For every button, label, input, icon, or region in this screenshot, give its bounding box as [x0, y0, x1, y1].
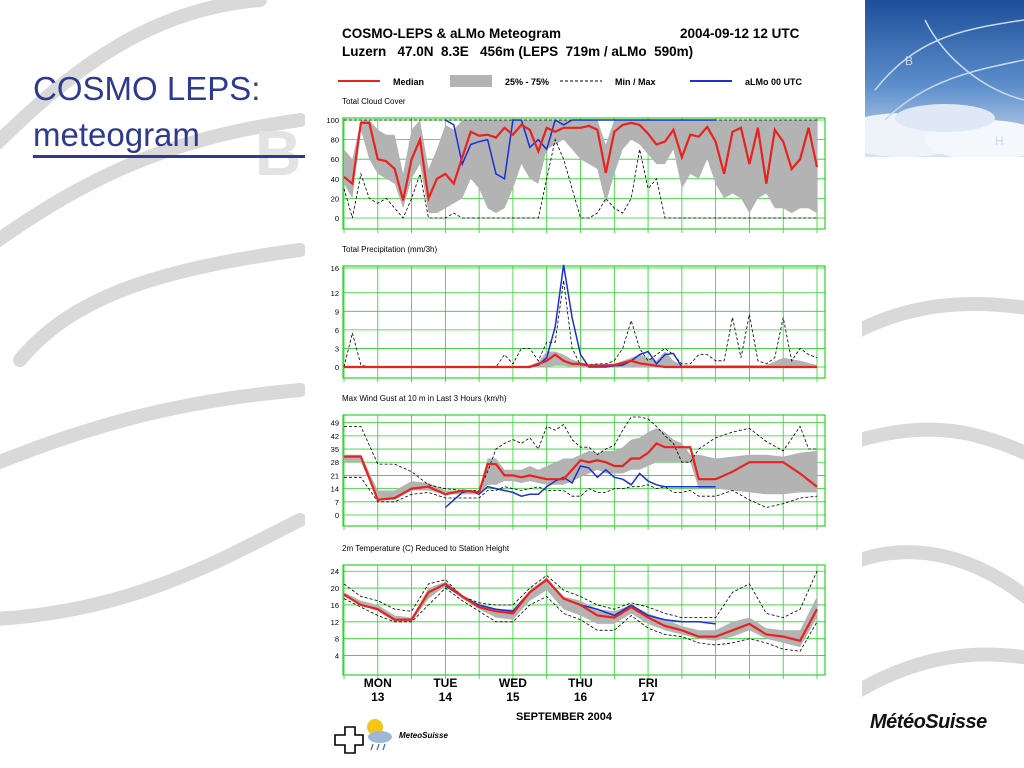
series-line-median	[344, 353, 817, 369]
y-tick-label: 9	[335, 307, 339, 316]
series-line-median	[343, 121, 819, 203]
y-tick-label: 24	[331, 567, 339, 576]
y-tick-label: 0	[335, 511, 339, 520]
day-number-label: 15	[506, 690, 520, 704]
y-tick-label: 80	[331, 136, 339, 145]
legend-label: 25% - 75%	[505, 77, 549, 87]
meteogram-title: COSMO-LEPS & aLMo Meteogram	[342, 26, 561, 41]
title-underline	[33, 155, 308, 158]
legend-swatch-band	[450, 75, 492, 87]
svg-text:B: B	[255, 117, 301, 189]
chart-panel: 2m Temperature (C) Reduced to Station He…	[331, 544, 826, 679]
y-tick-label: 14	[331, 485, 339, 494]
series-band-25-75	[344, 428, 817, 500]
y-tick-label: 7	[335, 498, 339, 507]
y-tick-label: 42	[331, 432, 339, 441]
y-tick-label: 6	[335, 326, 339, 335]
svg-text:H: H	[995, 134, 1004, 148]
series-line-max	[344, 416, 817, 491]
chart-panel: Max Wind Gust at 10 m in Last 3 Hours (k…	[331, 394, 826, 530]
y-tick-label: 16	[331, 601, 339, 610]
panel-title: Max Wind Gust at 10 m in Last 3 Hours (k…	[342, 394, 507, 403]
day-name-label: THU	[568, 676, 593, 690]
series-line-median	[344, 442, 818, 502]
series-line-max	[343, 571, 818, 619]
legend-label: Median	[393, 77, 424, 87]
y-tick-label: 60	[331, 155, 339, 164]
series-line-max	[343, 280, 818, 368]
y-tick-label: 40	[331, 175, 339, 184]
meteoswiss-footer-logo: MeteoSuisse	[334, 719, 448, 754]
legend-label: Min / Max	[615, 77, 656, 87]
footer-logo-text: MeteoSuisse	[399, 731, 448, 740]
y-tick-label: 49	[331, 419, 339, 428]
meteogram-panel: COSMO-LEPS & aLMo Meteogram 2004-09-12 1…	[305, 0, 862, 768]
day-name-label: WED	[499, 676, 527, 690]
y-tick-label: 3	[335, 344, 339, 353]
y-tick-label: 0	[335, 363, 339, 372]
y-tick-label: 35	[331, 445, 339, 454]
y-tick-label: 12	[331, 289, 339, 298]
slide-title: COSMO LEPS: meteogram	[33, 66, 260, 158]
chart-legend: Median 25% - 75% Min / Max aLMo 00 UTC	[338, 75, 803, 87]
svg-text:B: B	[905, 54, 913, 68]
day-number-label: 14	[439, 690, 453, 704]
series-band-25-75	[344, 577, 817, 648]
y-tick-label: 0	[335, 214, 339, 223]
y-tick-label: 100	[326, 116, 339, 125]
day-name-label: TUE	[433, 676, 457, 690]
meteoswiss-brand: MétéoSuisse	[870, 711, 987, 733]
day-number-label: 16	[574, 690, 588, 704]
y-tick-label: 20	[331, 194, 339, 203]
chart-panel: Total Precipitation (mm/3h) 0 3 6 9 12 16	[331, 245, 826, 382]
legend-label: aLMo 00 UTC	[745, 77, 803, 87]
series-line-min	[344, 476, 818, 508]
month-label: SEPTEMBER 2004	[516, 711, 613, 723]
series-line-min	[343, 587, 818, 652]
panel-title: Total Precipitation (mm/3h)	[342, 245, 437, 254]
sky-photo: B H	[865, 0, 1024, 157]
meteogram-figure: COSMO-LEPS & aLMo Meteogram 2004-09-12 1…	[326, 26, 826, 754]
slide-title-line2: meteogram	[33, 116, 200, 153]
series-band-25-75	[344, 120, 817, 214]
plot-frame	[342, 265, 826, 379]
y-tick-label: 16	[331, 264, 339, 273]
y-tick-label: 28	[331, 458, 339, 467]
panel-title: Total Cloud Cover	[342, 97, 406, 106]
day-number-label: 13	[371, 690, 385, 704]
y-tick-label: 20	[331, 584, 339, 593]
day-name-label: MON	[364, 676, 392, 690]
meteogram-run: 2004-09-12 12 UTC	[680, 26, 800, 41]
y-tick-label: 21	[331, 471, 339, 480]
day-number-label: 17	[641, 690, 655, 704]
y-tick-label: 12	[331, 618, 339, 627]
y-tick-label: 4	[335, 652, 339, 661]
day-name-label: FRI	[638, 676, 657, 690]
series-line-almo-00-utc	[445, 118, 716, 181]
panel-title: 2m Temperature (C) Reduced to Station He…	[342, 544, 510, 553]
series-line-median	[343, 578, 818, 643]
slide-title-line1: COSMO LEPS:	[33, 70, 261, 107]
chart-panel: Total Cloud Cover 0 20 40 60 80 100	[326, 97, 826, 233]
meteogram-location: Luzern 47.0N 8.3E 456m (LEPS 719m / aLMo…	[342, 44, 693, 59]
series-line-almo-00-utc	[444, 465, 716, 509]
y-tick-label: 8	[335, 635, 339, 644]
